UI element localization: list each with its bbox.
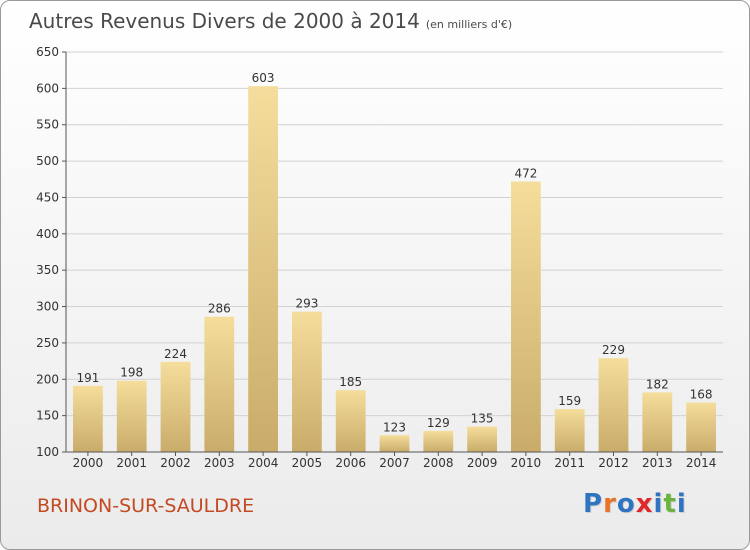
labels: 100 150 200 250 300 350 400 450 500 550 600 650 191 2… xyxy=(36,45,716,470)
bar xyxy=(204,316,235,452)
y-tick-label: 350 xyxy=(36,263,59,277)
x-tick-label: 2002 xyxy=(160,456,191,470)
y-tick-label: 600 xyxy=(36,81,59,95)
x-tick-label: 2009 xyxy=(467,456,498,470)
x-tick-label: 2006 xyxy=(335,456,366,470)
place-name: BRINON-SUR-SAULDRE xyxy=(37,495,255,517)
y-tick-label: 100 xyxy=(36,445,59,459)
bar xyxy=(116,380,147,452)
data-label: 224 xyxy=(164,347,187,361)
y-tick-label: 150 xyxy=(36,409,59,423)
data-label: 229 xyxy=(602,343,625,357)
bar xyxy=(598,358,629,452)
x-tick-label: 2005 xyxy=(292,456,323,470)
y-tick-label: 500 xyxy=(36,154,59,168)
y-tick-label: 400 xyxy=(36,227,59,241)
x-tick-label: 2014 xyxy=(686,456,717,470)
proxiti-logo: Proxiti xyxy=(583,489,687,519)
data-label: 293 xyxy=(295,297,318,311)
bar xyxy=(554,409,585,452)
x-tick-label: 2007 xyxy=(379,456,410,470)
data-label: 123 xyxy=(383,420,406,434)
bars xyxy=(73,86,716,453)
bar xyxy=(160,361,191,452)
x-tick-label: 2000 xyxy=(73,456,104,470)
y-tick-label: 300 xyxy=(36,300,59,314)
data-label: 191 xyxy=(76,371,99,385)
logo-letter: i xyxy=(676,489,687,519)
data-label: 603 xyxy=(252,71,275,85)
data-label: 286 xyxy=(208,302,231,316)
logo-letter: P xyxy=(583,489,604,519)
bar xyxy=(379,435,410,452)
bar xyxy=(248,86,278,452)
x-tick-label: 2008 xyxy=(423,456,454,470)
bar xyxy=(423,430,454,452)
chart-unit: (en milliers d'€) xyxy=(425,18,513,31)
bar xyxy=(467,426,497,452)
y-tick-label: 650 xyxy=(36,45,59,59)
x-tick-label: 2010 xyxy=(511,456,542,470)
y-tick-label: 450 xyxy=(36,190,59,204)
axes xyxy=(62,51,723,456)
chart-title-text: Autres Revenus Divers de 2000 à 2014 xyxy=(29,9,420,33)
x-tick-label: 2001 xyxy=(116,456,147,470)
x-tick-label: 2004 xyxy=(248,456,279,470)
bar xyxy=(642,392,673,452)
data-label: 182 xyxy=(646,377,669,391)
data-label: 198 xyxy=(120,366,143,380)
x-tick-label: 2011 xyxy=(554,456,585,470)
logo-letter: t xyxy=(663,489,677,519)
x-tick-label: 2012 xyxy=(598,456,629,470)
logo-letter: x xyxy=(635,489,654,519)
data-label: 129 xyxy=(427,416,450,430)
bar xyxy=(292,311,322,452)
y-tick-label: 550 xyxy=(36,118,59,132)
bar xyxy=(686,402,716,452)
data-label: 185 xyxy=(339,375,362,389)
bar xyxy=(335,390,366,452)
bar xyxy=(511,181,541,453)
x-tick-label: 2003 xyxy=(204,456,235,470)
chart-title: Autres Revenus Divers de 2000 à 2014 (en … xyxy=(29,9,512,33)
data-label: 135 xyxy=(471,412,494,426)
logo-letter: i xyxy=(653,489,664,519)
bar xyxy=(73,385,103,452)
data-label: 168 xyxy=(690,388,713,402)
logo-letter: r xyxy=(603,489,617,519)
data-label: 472 xyxy=(514,166,537,180)
y-tick-label: 250 xyxy=(36,336,59,350)
data-label: 159 xyxy=(558,394,581,408)
y-tick-label: 200 xyxy=(36,372,59,386)
logo-letter: o xyxy=(616,489,636,519)
x-tick-label: 2013 xyxy=(642,456,673,470)
